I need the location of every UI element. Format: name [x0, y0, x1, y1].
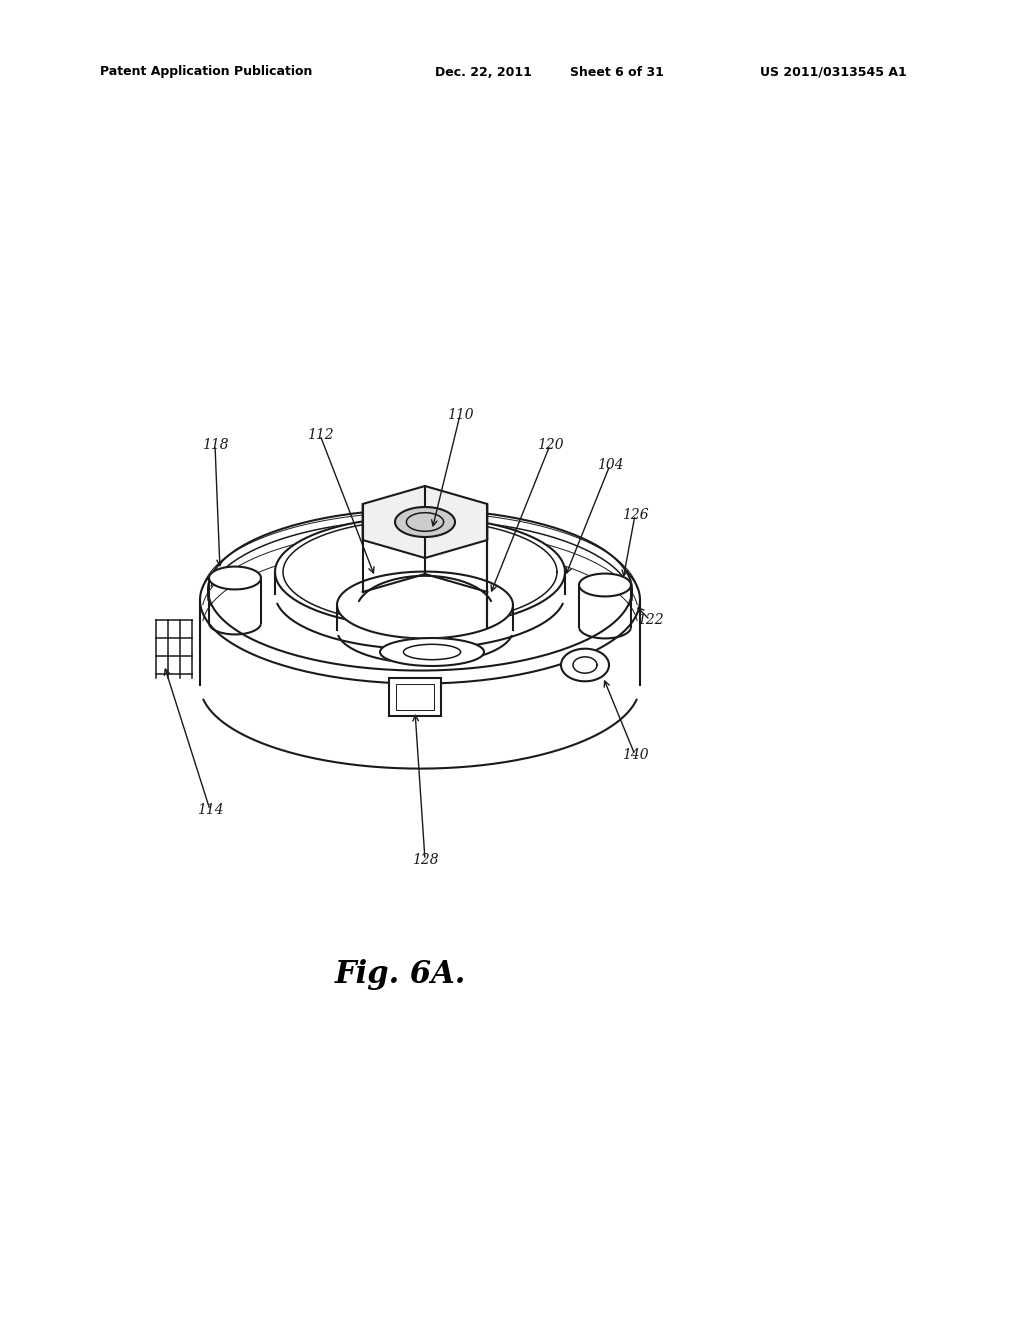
Polygon shape — [561, 648, 609, 681]
Text: 118: 118 — [202, 438, 228, 451]
Polygon shape — [380, 638, 484, 667]
Bar — [389, 678, 441, 715]
Text: Patent Application Publication: Patent Application Publication — [100, 66, 312, 78]
Text: 122: 122 — [637, 612, 664, 627]
Text: 104: 104 — [597, 458, 624, 473]
Polygon shape — [395, 507, 455, 537]
Polygon shape — [275, 517, 565, 627]
Text: Sheet 6 of 31: Sheet 6 of 31 — [570, 66, 664, 78]
Text: 112: 112 — [306, 428, 334, 442]
Polygon shape — [337, 572, 513, 639]
Text: 140: 140 — [622, 748, 648, 762]
Text: US 2011/0313545 A1: US 2011/0313545 A1 — [760, 66, 906, 78]
Polygon shape — [362, 486, 487, 558]
Text: 114: 114 — [197, 803, 223, 817]
Text: 110: 110 — [446, 408, 473, 422]
Text: Fig. 6A.: Fig. 6A. — [334, 960, 466, 990]
Polygon shape — [200, 516, 640, 684]
Polygon shape — [209, 566, 261, 590]
Polygon shape — [579, 574, 631, 597]
Polygon shape — [208, 510, 632, 671]
Text: 126: 126 — [622, 508, 648, 521]
Text: 120: 120 — [537, 438, 563, 451]
Text: 128: 128 — [412, 853, 438, 867]
Bar — [396, 684, 434, 710]
Text: Dec. 22, 2011: Dec. 22, 2011 — [435, 66, 531, 78]
